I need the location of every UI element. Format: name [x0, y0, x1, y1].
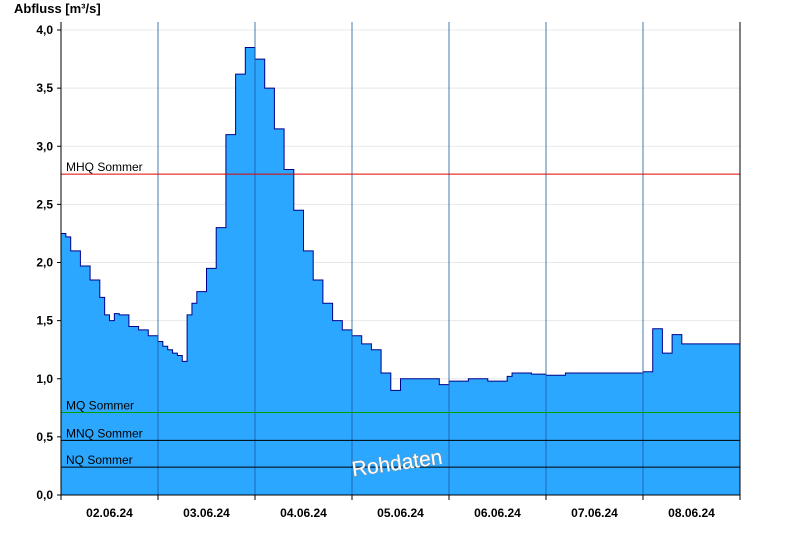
reference-line-label: MNQ Sommer [66, 426, 143, 440]
y-tick-label: 1,5 [36, 314, 53, 328]
reference-line-label: MQ Sommer [66, 398, 134, 412]
y-tick-label: 1,0 [36, 372, 53, 386]
y-tick-label: 0,5 [36, 430, 53, 444]
x-tick-label: 05.06.24 [377, 506, 424, 520]
x-tick-label: 08.06.24 [668, 506, 715, 520]
y-tick-label: 0,0 [36, 488, 53, 502]
day-separator-lines [157, 22, 644, 495]
x-tick-label: 03.06.24 [183, 506, 230, 520]
y-tick-labels: 0,0 0,5 1,0 1,5 2,0 2,5 3,0 3,5 4,0 [36, 23, 61, 502]
reference-line-label: NQ Sommer [66, 453, 133, 467]
axes [60, 22, 741, 496]
y-axis-label: Abfluss [m³/s] [14, 1, 101, 16]
y-tick-label: 2,5 [36, 197, 53, 211]
x-tick-label: 07.06.24 [571, 506, 618, 520]
y-tick-label: 2,0 [36, 256, 53, 270]
x-tick-label: 06.06.24 [474, 506, 521, 520]
series-area [61, 47, 740, 495]
x-tick-label: 02.06.24 [86, 506, 133, 520]
reference-line-label: MHQ Sommer [66, 160, 143, 174]
x-tick-labels: 02.06.24 03.06.24 04.06.24 05.06.24 06.06.24… [60, 495, 741, 520]
reference-lines: MHQ Sommer MQ Sommer MNQ Sommer NQ Sommer [61, 160, 740, 468]
series-area-group [61, 46, 740, 495]
y-tick-label: 3,5 [36, 81, 53, 95]
series-line [61, 46, 740, 391]
y-tick-label: 4,0 [36, 23, 53, 37]
x-tick-label: 04.06.24 [280, 506, 327, 520]
y-tick-label: 3,0 [36, 139, 53, 153]
